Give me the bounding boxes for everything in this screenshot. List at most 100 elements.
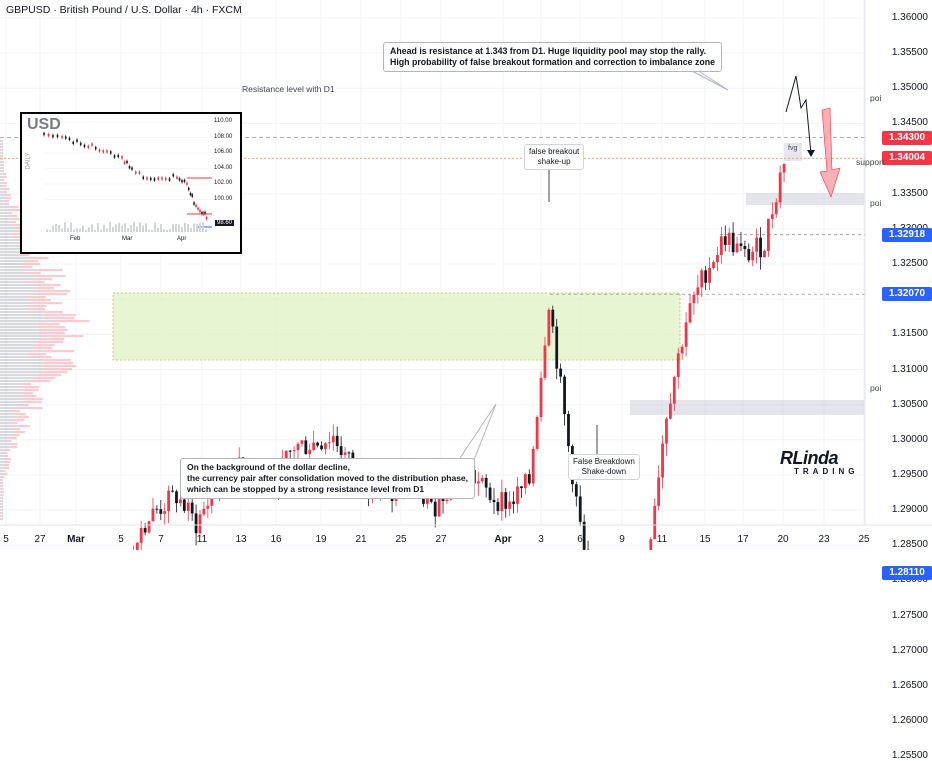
volume-profile-bar: [17, 416, 29, 418]
inset-volume-bar: [67, 228, 69, 232]
inset-volume-bar: [181, 227, 183, 232]
candle-body: [155, 509, 158, 510]
inset-candle-body: [57, 135, 59, 137]
volume-profile-bar: [0, 212, 7, 214]
volume-profile-bar: [0, 428, 12, 430]
volume-profile-bar: [4, 182, 7, 184]
volume-profile-bar: [4, 173, 7, 175]
volume-profile-bar: [0, 152, 2, 154]
inset-volume-bar: [169, 229, 171, 232]
inset-candle-body: [124, 161, 126, 163]
volume-profile-bar: [0, 416, 17, 418]
volume-profile-bar: [50, 335, 83, 337]
volume-profile-bar: [0, 518, 2, 520]
volume-profile-bar: [2, 164, 4, 166]
volume-profile-bar: [0, 206, 11, 208]
volume-profile-bar: [45, 314, 75, 316]
resistance-note-line-2: High probability of false breakout forma…: [390, 57, 715, 68]
volume-profile-bar: [0, 248, 22, 250]
volume-profile-bar: [0, 263, 24, 265]
volume-profile-bar: [0, 491, 2, 493]
candle-body: [689, 303, 692, 322]
candle-body: [163, 511, 166, 514]
candle-body: [167, 491, 170, 511]
inset-volume-bar: [202, 222, 204, 232]
volume-profile-bar: [0, 221, 10, 223]
volume-profile-bar: [16, 413, 26, 415]
time-axis-label: 13: [235, 534, 246, 545]
volume-profile-bar: [0, 305, 28, 307]
lower-poi-zone: [630, 400, 864, 415]
volume-profile-bar: [12, 410, 20, 412]
volume-profile-bar: [0, 368, 43, 370]
inset-x-label: Mar: [122, 236, 132, 242]
volume-profile-bar: [32, 287, 54, 289]
volume-profile-bar: [0, 476, 2, 478]
inset-candle-body: [197, 208, 199, 210]
volume-profile-bar: [12, 434, 20, 436]
volume-profile-bar: [0, 194, 6, 196]
inset-y-label: 104.00: [214, 165, 232, 171]
inset-candle-body: [154, 178, 156, 180]
usd-inset-plot: [22, 114, 240, 252]
inset-volume-bar: [199, 223, 201, 232]
volume-profile-bar: [0, 464, 5, 466]
inset-candle-body: [172, 174, 174, 176]
volume-profile-bar: [0, 398, 26, 400]
volume-profile-bar: [0, 191, 4, 193]
volume-profile-bar: [0, 377, 33, 379]
inset-candle-body: [142, 177, 144, 179]
volume-profile-bar: [0, 308, 27, 310]
volume-profile-bar: [0, 380, 30, 382]
inset-volume-bar: [205, 229, 207, 232]
volume-profile-bar: [2, 155, 3, 157]
false-breakout-line-1: false breakout: [529, 147, 579, 157]
candle-body: [301, 440, 304, 443]
volume-profile-bar: [54, 320, 90, 322]
volume-profile-bar: [33, 377, 55, 379]
inset-volume-bar: [52, 225, 54, 232]
volume-profile-bar: [45, 350, 75, 352]
volume-profile-bar: [0, 434, 12, 436]
time-axis-label: 3: [538, 534, 544, 545]
candle-body: [312, 443, 315, 450]
false-breakdown-line-1: False Breakdown: [573, 457, 635, 467]
volume-profile-bar: [22, 395, 37, 397]
false-breakout-label: false breakout shake-up: [524, 144, 584, 170]
candle-body: [700, 270, 703, 287]
volume-profile-bar: [2, 146, 3, 148]
candle-body: [728, 233, 731, 245]
volume-profile-bar: [0, 278, 31, 280]
price-axis-label: 1.29500: [892, 469, 928, 480]
brand-logo: RLinda TRADING: [780, 448, 858, 476]
volume-profile-bar: [0, 365, 45, 367]
candle-body: [297, 444, 300, 450]
volume-profile-bar: [0, 161, 3, 163]
price-tag: 1.28110: [882, 566, 932, 580]
volume-profile-bar: [44, 362, 73, 364]
candle-body: [712, 262, 715, 268]
inset-candle-body: [191, 194, 193, 196]
candle-body: [516, 486, 519, 504]
inset-y-label: 110.00: [214, 118, 232, 124]
candle-body: [536, 417, 539, 449]
volume-profile-bar: [0, 503, 2, 505]
inset-volume-bar: [133, 222, 135, 232]
candle-body: [481, 478, 484, 481]
inset-volume-bar: [163, 229, 165, 232]
candle-body: [775, 202, 778, 214]
inset-volume-bar: [115, 224, 117, 232]
inset-volume-bar: [70, 223, 72, 232]
inset-volume-bar: [187, 224, 189, 232]
price-axis-label: 1.31000: [892, 364, 928, 375]
volume-profile-bar: [0, 311, 37, 313]
candle-body: [497, 502, 500, 511]
volume-profile-bar: [11, 443, 18, 445]
volume-profile-bar: [0, 335, 50, 337]
price-axis-label: 1.26500: [892, 680, 928, 691]
volume-profile-bar: [37, 374, 61, 376]
volume-profile-bar: [0, 485, 2, 487]
volume-profile-bar: [0, 149, 2, 151]
inset-volume-bar: [154, 223, 156, 232]
volume-profile-bar: [33, 344, 55, 346]
